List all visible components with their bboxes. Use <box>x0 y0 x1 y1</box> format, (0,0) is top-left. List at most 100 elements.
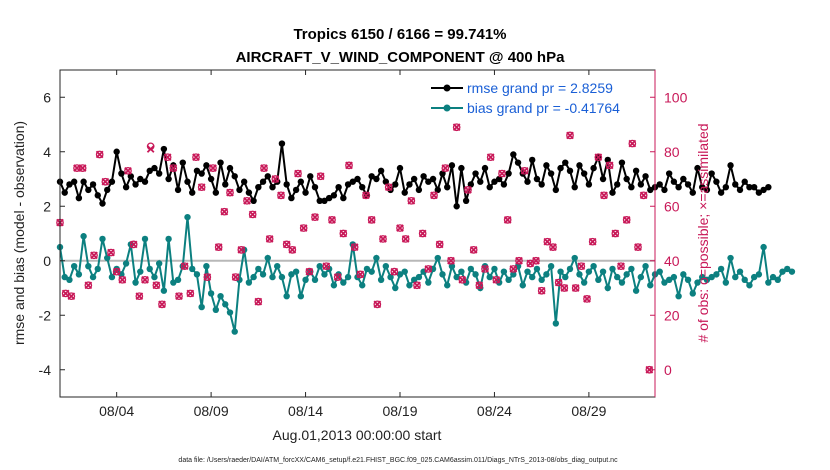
rmse-point <box>732 181 739 188</box>
obs-assimilated-point <box>469 246 478 254</box>
rmse-point <box>547 170 555 177</box>
rmse-point <box>557 164 564 172</box>
rmse-point <box>335 183 342 191</box>
bias-point <box>538 276 545 284</box>
obs-assimilated-point <box>373 300 382 309</box>
rmse-point <box>708 170 715 177</box>
rmse-point <box>425 178 432 185</box>
obs-assimilated-point <box>237 246 246 254</box>
legend-rmse-marker <box>443 84 451 92</box>
rmse-point <box>330 192 338 199</box>
rmse-point <box>396 164 404 172</box>
bias-point <box>486 273 493 281</box>
rmse-point <box>240 178 248 185</box>
obs-assimilated-point <box>260 164 268 172</box>
obs-possible-point <box>583 295 591 303</box>
obs-assimilated-point <box>265 235 274 243</box>
rmse-point <box>694 164 701 172</box>
bias-point <box>212 306 220 313</box>
obs-possible-point <box>73 164 81 172</box>
rmse-point <box>349 178 356 185</box>
rmse-point <box>533 175 541 183</box>
obs-assimilated-point <box>350 243 359 251</box>
rmse-point <box>538 181 545 188</box>
obs-assimilated-point <box>509 265 518 273</box>
obs-possible-point <box>362 191 370 200</box>
rmse-point <box>392 181 399 188</box>
y-left-tick-label: 4 <box>43 144 51 160</box>
bias-point <box>453 273 460 281</box>
rmse-point <box>524 178 531 185</box>
rmse-point <box>184 178 191 185</box>
obs-assimilated-point <box>345 161 353 170</box>
bias-point <box>769 273 777 281</box>
y-axis-left-label: rmse and bias (model - observation) <box>11 121 27 345</box>
bias-point <box>151 273 158 281</box>
bias-point <box>543 271 550 278</box>
bias-point <box>170 279 177 286</box>
obs-possible-point <box>305 267 314 276</box>
obs-assimilated-point <box>600 191 608 200</box>
rmse-point <box>368 173 375 180</box>
bias-point <box>292 268 300 275</box>
obs-possible-point <box>594 153 603 162</box>
obs-possible-point <box>186 289 195 298</box>
obs-possible-point <box>197 183 206 192</box>
obs-possible-point <box>231 273 240 281</box>
bias-point <box>665 276 673 284</box>
obs-possible-point <box>209 164 217 172</box>
obs-assimilated-point <box>197 183 206 192</box>
obs-possible-point <box>464 186 472 194</box>
bias-point <box>500 268 508 275</box>
bias-point <box>618 279 626 286</box>
bias-point <box>141 235 149 243</box>
obs-possible-point <box>515 256 523 265</box>
rmse-point <box>642 173 649 180</box>
obs-possible-point <box>605 161 614 170</box>
rmse-point <box>703 186 711 194</box>
obs-assimilated-point <box>577 262 586 271</box>
bias-point <box>732 273 739 281</box>
obs-assimilated-point <box>299 224 308 232</box>
rmse-point <box>543 162 550 169</box>
bias-point <box>259 271 267 278</box>
bias-point <box>245 279 253 286</box>
bias-point <box>297 292 305 300</box>
bias-point <box>765 279 772 286</box>
obs-assimilated-point <box>101 177 110 186</box>
obs-assimilated-point <box>396 224 404 232</box>
rmse-point <box>680 175 687 183</box>
obs-possible-point <box>447 256 455 265</box>
bias-point <box>217 292 224 300</box>
obs-possible-point <box>248 210 257 219</box>
obs-assimilated-point <box>118 275 127 284</box>
obs-assimilated-point <box>214 243 223 251</box>
y-axis-right: 0 20 40 60 80 100 <box>650 70 688 397</box>
rmse-point <box>297 178 305 185</box>
obs-assimilated-point <box>645 365 654 374</box>
obs-assimilated-point <box>129 240 138 249</box>
obs-assimilated-point <box>384 183 393 192</box>
obs-assimilated-point <box>543 237 552 246</box>
obs-assimilated-point <box>560 284 569 292</box>
x-tick-label: 08/09 <box>194 403 229 419</box>
rmse-point <box>66 181 73 188</box>
legend-bias-label: bias grand pr = -0.41764 <box>467 100 620 116</box>
bias-point <box>94 265 101 273</box>
rmse-point <box>410 175 418 183</box>
bias-point <box>599 268 607 275</box>
rmse-point <box>415 186 423 194</box>
obs-assimilated-point <box>311 213 319 221</box>
y-axis-left: -4 -2 0 2 4 6 <box>39 89 65 378</box>
rmse-point <box>359 183 366 191</box>
bias-point <box>137 268 144 275</box>
x-axis-label: Aug.01,2013 00:00:00 start <box>273 427 442 443</box>
bias-point <box>722 279 730 286</box>
bias-point <box>444 282 451 289</box>
rmse-point <box>458 164 465 172</box>
bias-point <box>132 279 139 286</box>
rmse-point <box>632 167 640 175</box>
obs-possible-point <box>520 166 529 175</box>
rmse-point <box>760 186 767 194</box>
obs-assimilated-point <box>492 275 501 284</box>
